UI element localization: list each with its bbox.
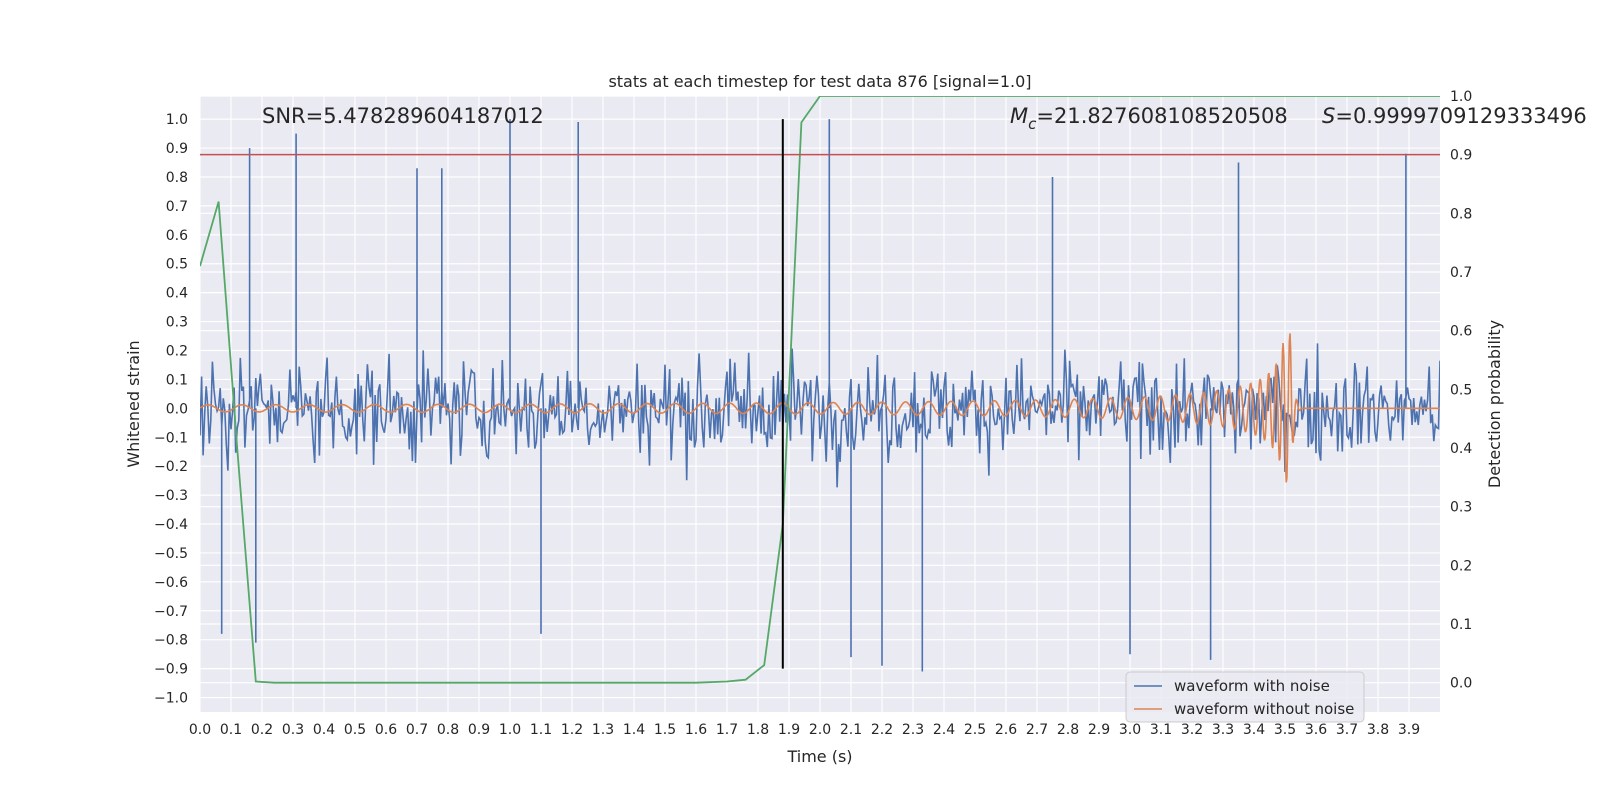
y-tick-label: 0.8 — [166, 170, 188, 186]
x-tick-label: 1.1 — [530, 722, 552, 738]
x-tick-label: 0.3 — [282, 722, 304, 738]
y2-axis-label: Detection probability — [1485, 320, 1504, 488]
x-tick-label: 0.4 — [313, 722, 335, 738]
chirp-mass-value: =21.827608108520508 — [1036, 104, 1287, 128]
x-tick-label: 1.5 — [654, 722, 676, 738]
legend: waveform with noise waveform without noi… — [1125, 671, 1365, 723]
y2-tick-label: 0.6 — [1450, 324, 1472, 340]
x-tick-label: 3.0 — [1119, 722, 1141, 738]
x-tick-label: 2.3 — [902, 722, 924, 738]
y2-tick-label: 1.0 — [1450, 89, 1472, 105]
y-tick-label: −0.8 — [154, 633, 188, 649]
score-annotation: S=0.9999709129333496 — [1322, 104, 1587, 128]
x-tick-label: 3.7 — [1336, 722, 1358, 738]
chirp-mass-symbol: M — [1010, 104, 1028, 128]
y2-tick-label: 0.3 — [1450, 500, 1472, 516]
x-axis-label: Time (s) — [786, 747, 852, 766]
x-tick-label: 1.0 — [499, 722, 521, 738]
y-tick-label: −0.2 — [154, 459, 188, 475]
y-tick-labels: 1.0 0.9 0.8 0.7 0.6 0.5 0.4 0.3 0.2 0.1 0.0 −0.1 −0.… — [154, 112, 188, 706]
y2-tick-label: 0.1 — [1450, 617, 1472, 633]
x-tick-label: 3.2 — [1181, 722, 1203, 738]
x-tick-label: 1.9 — [778, 722, 800, 738]
x-tick-label: 0.1 — [220, 722, 242, 738]
x-tick-label: 0.7 — [406, 722, 428, 738]
y2-tick-labels: 1.0 0.9 0.8 0.7 0.6 0.5 0.4 0.3 0.2 0.1 0.0 — [1450, 89, 1472, 692]
legend-label-waveform-without-noise: waveform without noise — [1174, 700, 1354, 718]
score-value: =0.9999709129333496 — [1335, 104, 1586, 128]
y-tick-label: 0.1 — [166, 372, 188, 388]
y-tick-label: 1.0 — [166, 112, 188, 128]
x-tick-label: 1.4 — [623, 722, 645, 738]
y-tick-label: −0.6 — [154, 575, 188, 591]
x-tick-label: 3.8 — [1367, 722, 1389, 738]
chart-title: stats at each timestep for test data 876… — [608, 72, 1031, 91]
x-tick-label: 2.0 — [809, 722, 831, 738]
x-tick-label: 0.9 — [468, 722, 490, 738]
y2-tick-label: 0.2 — [1450, 558, 1472, 574]
score-symbol: S — [1322, 104, 1335, 128]
x-tick-label: 2.9 — [1088, 722, 1110, 738]
x-tick-label: 2.2 — [871, 722, 893, 738]
y-gridlines — [200, 118, 1440, 699]
x-tick-label: 1.8 — [747, 722, 769, 738]
y-tick-label: −0.9 — [154, 662, 188, 678]
x-tick-label: 0.2 — [251, 722, 273, 738]
snr-annotation: SNR=5.478289604187012 — [262, 104, 544, 128]
y-tick-label: 0.2 — [166, 343, 188, 359]
x-tick-labels: 0.0 0.1 0.2 0.3 0.4 0.5 0.6 0.7 0.8 0.9 1.0 1.1 1.2 1… — [189, 722, 1420, 738]
series-line-waveform-with-noise — [200, 119, 1440, 672]
y2-tick-label: 0.0 — [1450, 676, 1472, 692]
y2-tick-label: 0.7 — [1450, 265, 1472, 281]
y-tick-label: 0.4 — [166, 286, 188, 302]
x-tick-label: 3.9 — [1398, 722, 1420, 738]
y2-tick-label: 0.5 — [1450, 382, 1472, 398]
x-tick-label: 1.3 — [592, 722, 614, 738]
series-line-waveform-without-noise — [200, 333, 1440, 483]
y-tick-label: −0.5 — [154, 546, 188, 562]
y-tick-label: −0.4 — [154, 517, 188, 533]
legend-label-waveform-with-noise: waveform with noise — [1174, 677, 1330, 695]
x-tick-label: 0.0 — [189, 722, 211, 738]
x-tick-label: 0.5 — [344, 722, 366, 738]
chirp-mass-annotation: Mc=21.827608108520508 — [1010, 104, 1288, 133]
y-axis-label: Whitened strain — [124, 340, 143, 467]
x-tick-label: 2.6 — [995, 722, 1017, 738]
x-tick-label: 3.6 — [1305, 722, 1327, 738]
y-tick-label: 0.3 — [166, 315, 188, 331]
x-tick-label: 2.5 — [964, 722, 986, 738]
y2-tick-label: 0.9 — [1450, 148, 1472, 164]
chirp-mass-subscript: c — [1028, 115, 1037, 133]
y-tick-label: −1.0 — [154, 691, 188, 707]
x-tick-label: 3.3 — [1212, 722, 1234, 738]
x-tick-label: 2.8 — [1057, 722, 1079, 738]
y2-tick-label: 0.4 — [1450, 441, 1472, 457]
x-tick-label: 1.2 — [561, 722, 583, 738]
y-tick-label: 0.0 — [166, 401, 188, 417]
y-tick-label: −0.3 — [154, 488, 188, 504]
x-tick-label: 0.6 — [375, 722, 397, 738]
x-tick-label: 2.1 — [840, 722, 862, 738]
y-tick-label: −0.7 — [154, 604, 188, 620]
legend-box — [1125, 671, 1365, 723]
x-tick-label: 1.7 — [716, 722, 738, 738]
x-tick-label: 3.4 — [1243, 722, 1265, 738]
y-tick-label: 0.7 — [166, 199, 188, 215]
x-tick-label: 2.4 — [933, 722, 955, 738]
series-line-detection-probability — [200, 96, 1440, 684]
y-tick-label: −0.1 — [154, 430, 188, 446]
y2-tick-label: 0.8 — [1450, 206, 1472, 222]
x-tick-label: 2.7 — [1026, 722, 1048, 738]
x-tick-label: 0.8 — [437, 722, 459, 738]
y-tick-label: 0.6 — [166, 228, 188, 244]
x-tick-label: 3.1 — [1150, 722, 1172, 738]
y-tick-label: 0.5 — [166, 257, 188, 273]
x-tick-label: 3.5 — [1274, 722, 1296, 738]
y-tick-label: 0.9 — [166, 141, 188, 157]
x-tick-label: 1.6 — [685, 722, 707, 738]
